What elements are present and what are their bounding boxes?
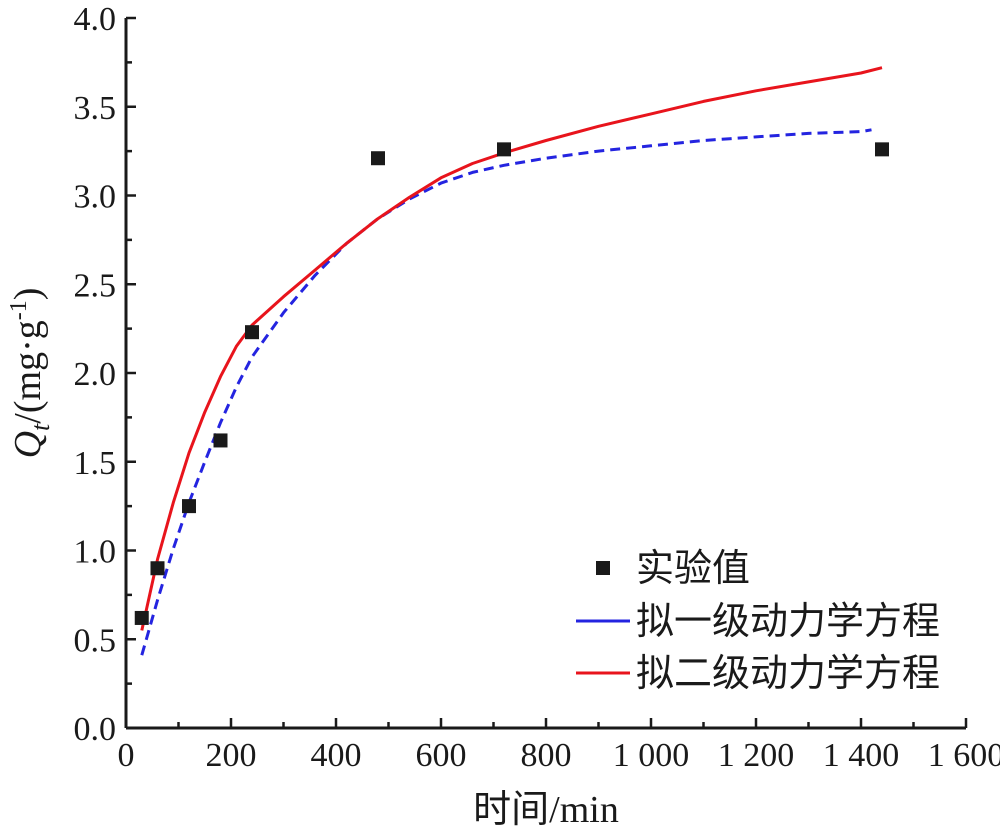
x-tick-label: 400 xyxy=(311,737,362,774)
x-tick-label: 0 xyxy=(118,737,135,774)
y-axis-subscript: t xyxy=(26,423,55,431)
data-point xyxy=(182,499,196,514)
data-point xyxy=(134,610,149,625)
y-axis-symbol: Q xyxy=(7,431,49,458)
data-point xyxy=(371,151,385,166)
x-tick-label: 800 xyxy=(521,737,572,774)
data-point xyxy=(497,142,511,157)
y-tick-label: 3.5 xyxy=(74,90,117,127)
y-axis-unit-close: ) xyxy=(7,288,49,301)
y-axis-unit-superscript: -1 xyxy=(6,300,32,320)
y-tick-label: 4.0 xyxy=(74,1,117,38)
y-ticks: 0.0 0.5 1.0 1.5 2.0 2.5 3.0 3.5 4.0 xyxy=(74,1,136,748)
x-axis-title: 时间/min xyxy=(473,789,619,831)
y-tick-label: 1.0 xyxy=(74,534,117,571)
x-tick-label: 1 600 xyxy=(928,737,1000,774)
pseudo-second-order-line xyxy=(140,66,883,631)
y-axis-unit: /(mg·g xyxy=(7,320,49,423)
y-tick-label: 0.5 xyxy=(74,622,117,659)
x-tick-label: 1 000 xyxy=(613,737,690,774)
legend-label: 拟一级动力学方程 xyxy=(636,601,940,643)
data-point xyxy=(150,561,165,576)
data-point xyxy=(875,142,889,157)
legend-label: 拟二级动力学方程 xyxy=(636,653,940,695)
y-tick-label: 3.0 xyxy=(74,179,117,216)
y-tick-label: 0.0 xyxy=(74,711,117,748)
pseudo-first-order-line xyxy=(140,128,872,656)
y-tick-label: 1.5 xyxy=(74,445,117,482)
x-tick-label: 600 xyxy=(416,737,467,774)
x-tick-label: 1 400 xyxy=(823,737,900,774)
data-point xyxy=(245,325,259,340)
plot-series xyxy=(134,66,889,656)
x-tick-label: 1 200 xyxy=(718,737,795,774)
legend-marker xyxy=(596,561,610,575)
y-tick-label: 2.0 xyxy=(74,356,117,393)
y-axis-title: Qt/(mg·g-1) xyxy=(6,288,55,459)
x-tick-label: 200 xyxy=(206,737,257,774)
legend-label: 实验值 xyxy=(636,548,750,590)
data-point xyxy=(213,433,228,448)
y-tick-label: 2.5 xyxy=(74,267,117,304)
x-ticks: 0 200 400 600 800 1 000 1 200 1 400 1 600 xyxy=(118,718,1000,774)
